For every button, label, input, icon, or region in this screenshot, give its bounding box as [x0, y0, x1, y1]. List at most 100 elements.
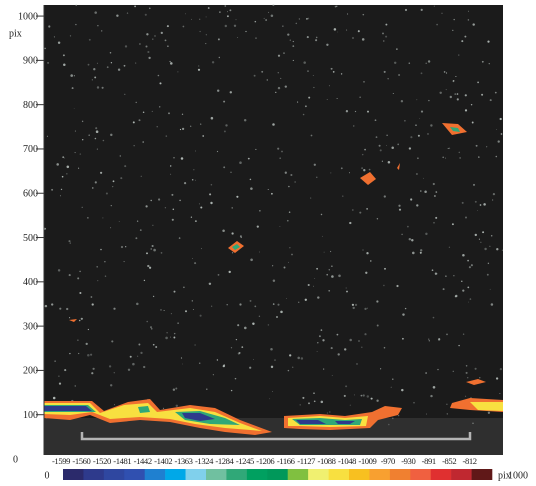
- particle: [351, 36, 355, 40]
- particle: [402, 337, 404, 340]
- particle: [150, 199, 152, 202]
- particle: [165, 336, 168, 340]
- particle: [383, 284, 385, 287]
- particle: [270, 365, 274, 369]
- particle: [166, 332, 168, 334]
- particle: [216, 359, 219, 361]
- particle: [150, 248, 152, 250]
- particle: [392, 92, 394, 95]
- particle: [270, 348, 273, 351]
- particle: [432, 386, 436, 389]
- particle: [362, 13, 365, 16]
- particle: [359, 211, 362, 214]
- particle: [404, 119, 406, 122]
- particle: [401, 233, 403, 236]
- particle: [182, 25, 185, 28]
- particle: [334, 5, 337, 8]
- particle: [199, 314, 202, 317]
- particle: [396, 48, 398, 50]
- particle: [308, 96, 311, 99]
- particle: [470, 264, 473, 267]
- particle: [259, 251, 261, 253]
- particle: [140, 351, 143, 355]
- particle: [277, 147, 280, 150]
- particle: [198, 65, 200, 67]
- particle: [74, 130, 76, 132]
- particle: [252, 322, 255, 326]
- particle: [452, 370, 454, 372]
- particle: [433, 195, 436, 197]
- particle: [357, 30, 360, 33]
- particle: [376, 218, 379, 220]
- particle: [101, 30, 103, 32]
- particle: [64, 369, 67, 372]
- contour-green: [232, 244, 240, 250]
- particle: [139, 229, 142, 231]
- particle: [224, 5, 227, 7]
- particle: [431, 269, 434, 272]
- particle: [194, 344, 196, 346]
- particle: [212, 374, 214, 376]
- particle: [344, 348, 347, 351]
- particle: [249, 366, 252, 369]
- particle: [231, 207, 233, 209]
- particle: [125, 246, 127, 248]
- particle: [253, 74, 256, 77]
- colorbar-label: -1481: [113, 456, 131, 466]
- particle: [454, 295, 457, 298]
- particle: [333, 28, 337, 31]
- particle: [120, 177, 123, 180]
- particle: [480, 241, 482, 243]
- particle: [481, 93, 484, 96]
- particle: [138, 343, 141, 346]
- particle: [465, 365, 468, 367]
- particle: [487, 262, 490, 265]
- particle: [499, 117, 502, 121]
- particle: [190, 216, 193, 218]
- particle: [52, 396, 56, 400]
- particle: [438, 338, 441, 340]
- particle: [190, 125, 192, 127]
- colorbar: -1599 -1560 -1520 -1481 -1442 -1402 -1363 -1324…: [52, 456, 493, 480]
- colorbar-label: -970: [381, 456, 395, 466]
- particle: [365, 271, 368, 274]
- particle: [90, 353, 93, 356]
- particle: [420, 110, 424, 113]
- particle: [230, 389, 233, 392]
- particle: [320, 329, 323, 331]
- particle: [430, 124, 433, 127]
- particle: [383, 70, 386, 73]
- particle: [282, 25, 284, 27]
- particle: [354, 110, 357, 113]
- particle: [195, 150, 197, 152]
- particle: [481, 60, 484, 63]
- particle: [364, 307, 367, 311]
- particle: [275, 315, 279, 319]
- particle: [366, 395, 370, 398]
- particle: [231, 252, 234, 254]
- particle: [420, 72, 423, 75]
- particle: [454, 93, 457, 96]
- colorbar-swatch: [144, 469, 166, 480]
- particle: [286, 298, 288, 299]
- particle: [68, 274, 71, 277]
- particle: [110, 384, 113, 387]
- particle: [110, 227, 112, 229]
- particle: [453, 275, 455, 277]
- particle: [123, 64, 126, 67]
- particle: [425, 232, 428, 236]
- particle: [445, 89, 447, 91]
- particle: [104, 261, 106, 263]
- particle: [474, 233, 477, 237]
- colorbar-label: -1402: [154, 456, 172, 466]
- particle: [237, 37, 239, 38]
- particle: [79, 270, 81, 273]
- particle: [229, 91, 232, 94]
- particle: [146, 320, 148, 323]
- particle: [238, 351, 241, 354]
- particle: [143, 279, 146, 282]
- particle: [351, 303, 354, 306]
- particle: [378, 144, 381, 147]
- particle: [78, 352, 80, 355]
- particle: [461, 201, 464, 204]
